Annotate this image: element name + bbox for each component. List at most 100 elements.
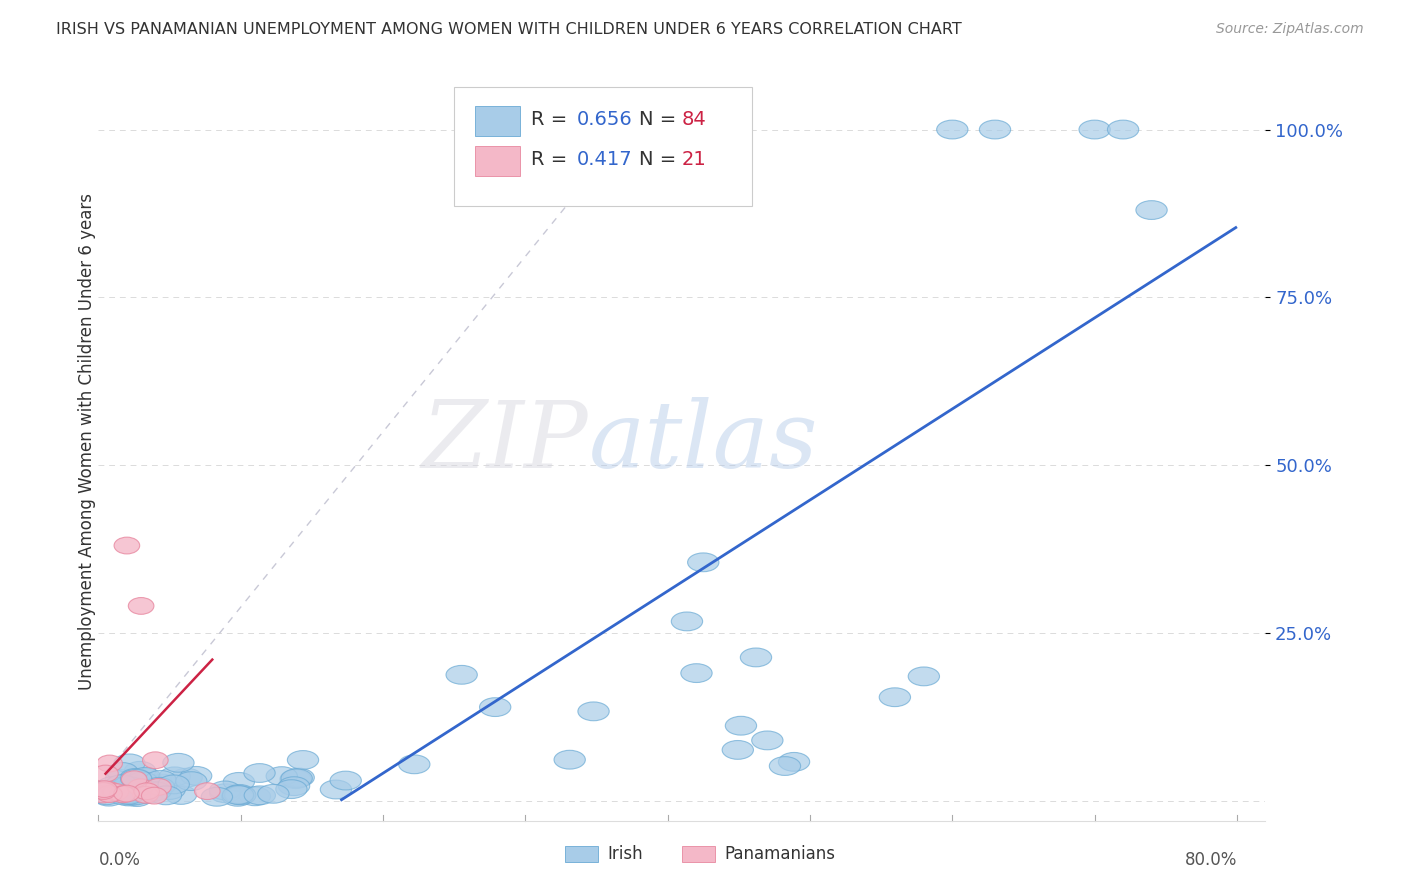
Ellipse shape [222, 786, 253, 805]
Ellipse shape [142, 788, 167, 804]
Ellipse shape [93, 788, 125, 806]
Ellipse shape [159, 767, 190, 786]
Ellipse shape [879, 688, 911, 706]
Ellipse shape [91, 780, 117, 797]
Ellipse shape [142, 752, 169, 769]
Ellipse shape [276, 780, 307, 798]
Ellipse shape [194, 783, 221, 799]
Ellipse shape [779, 753, 810, 772]
Ellipse shape [91, 786, 122, 805]
Ellipse shape [108, 786, 141, 805]
Ellipse shape [153, 780, 186, 799]
Ellipse shape [132, 785, 163, 804]
Ellipse shape [225, 786, 256, 805]
Ellipse shape [671, 612, 703, 631]
Ellipse shape [121, 770, 152, 789]
Ellipse shape [101, 781, 132, 800]
Ellipse shape [399, 755, 430, 773]
Text: R =: R = [531, 150, 574, 169]
Ellipse shape [103, 784, 128, 800]
Ellipse shape [122, 779, 153, 797]
Ellipse shape [143, 778, 174, 797]
Ellipse shape [127, 772, 157, 791]
Ellipse shape [128, 769, 160, 788]
Ellipse shape [94, 780, 125, 799]
Ellipse shape [110, 786, 135, 803]
Ellipse shape [283, 768, 315, 787]
Ellipse shape [134, 783, 159, 799]
Text: IRISH VS PANAMANIAN UNEMPLOYMENT AMONG WOMEN WITH CHILDREN UNDER 6 YEARS CORRELA: IRISH VS PANAMANIAN UNEMPLOYMENT AMONG W… [56, 22, 962, 37]
Ellipse shape [90, 782, 117, 799]
Ellipse shape [769, 756, 800, 775]
Ellipse shape [112, 787, 145, 805]
Ellipse shape [908, 667, 939, 686]
Ellipse shape [688, 553, 718, 572]
Ellipse shape [118, 781, 150, 800]
Text: 0.656: 0.656 [576, 110, 633, 128]
Text: 80.0%: 80.0% [1185, 851, 1237, 869]
FancyBboxPatch shape [682, 846, 714, 863]
Ellipse shape [209, 784, 240, 803]
Ellipse shape [124, 762, 156, 780]
Ellipse shape [121, 771, 148, 788]
Ellipse shape [120, 786, 152, 805]
Ellipse shape [172, 768, 202, 787]
Ellipse shape [554, 750, 585, 769]
Ellipse shape [257, 784, 290, 803]
Ellipse shape [723, 740, 754, 759]
Ellipse shape [446, 665, 477, 684]
Ellipse shape [741, 648, 772, 667]
Ellipse shape [101, 780, 134, 798]
Text: R =: R = [531, 110, 574, 128]
Ellipse shape [107, 763, 138, 781]
Ellipse shape [105, 770, 136, 789]
Ellipse shape [166, 786, 197, 805]
Ellipse shape [114, 537, 139, 554]
Ellipse shape [97, 786, 122, 803]
Ellipse shape [111, 785, 143, 804]
Ellipse shape [141, 782, 172, 801]
Ellipse shape [121, 788, 153, 806]
Ellipse shape [980, 120, 1011, 139]
Ellipse shape [97, 756, 122, 772]
Ellipse shape [90, 786, 115, 803]
FancyBboxPatch shape [454, 87, 752, 207]
Ellipse shape [1078, 120, 1111, 139]
Ellipse shape [578, 702, 609, 721]
Ellipse shape [157, 775, 190, 794]
Ellipse shape [112, 776, 143, 796]
Ellipse shape [1108, 120, 1139, 139]
Ellipse shape [97, 777, 128, 796]
Ellipse shape [209, 781, 240, 800]
Ellipse shape [94, 783, 125, 802]
Ellipse shape [278, 777, 309, 796]
Text: N =: N = [638, 110, 682, 128]
Ellipse shape [176, 772, 207, 790]
Ellipse shape [239, 787, 270, 805]
Text: Panamanians: Panamanians [724, 845, 835, 863]
Ellipse shape [128, 779, 153, 796]
Ellipse shape [120, 769, 152, 788]
Ellipse shape [146, 779, 172, 796]
Text: 0.417: 0.417 [576, 150, 633, 169]
Ellipse shape [752, 731, 783, 750]
Ellipse shape [90, 782, 117, 799]
Ellipse shape [103, 782, 134, 801]
Ellipse shape [150, 786, 181, 805]
Ellipse shape [114, 754, 145, 772]
Ellipse shape [146, 774, 177, 793]
Text: Irish: Irish [607, 845, 643, 863]
Ellipse shape [96, 781, 121, 798]
Ellipse shape [163, 754, 194, 772]
Ellipse shape [281, 769, 312, 788]
FancyBboxPatch shape [475, 105, 520, 136]
Text: ZIP: ZIP [422, 397, 589, 486]
Ellipse shape [681, 664, 711, 682]
Ellipse shape [135, 775, 167, 794]
Text: 21: 21 [682, 150, 707, 169]
Ellipse shape [124, 780, 155, 799]
Ellipse shape [266, 767, 298, 786]
Ellipse shape [128, 598, 153, 615]
FancyBboxPatch shape [475, 145, 520, 177]
Text: Source: ZipAtlas.com: Source: ZipAtlas.com [1216, 22, 1364, 37]
